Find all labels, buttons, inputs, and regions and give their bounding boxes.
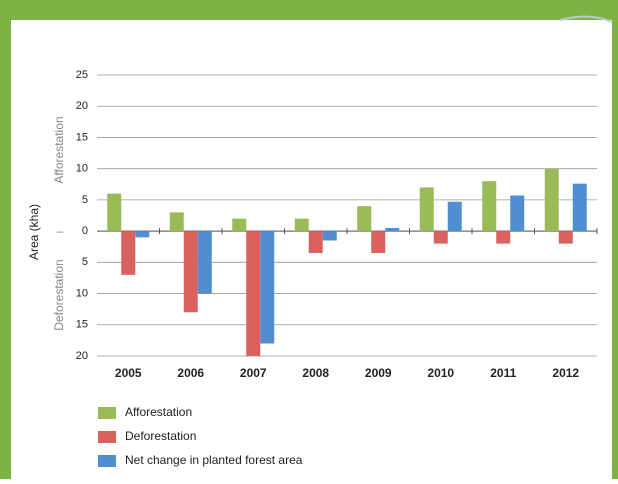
bar [294, 218, 309, 232]
y-axis-lower-label: Deforestation [52, 259, 66, 330]
bar [482, 181, 497, 232]
y-tick-label: 20 [76, 100, 88, 112]
bar [510, 195, 525, 232]
right-band [612, 0, 618, 479]
bar [447, 201, 462, 232]
bar [183, 231, 198, 313]
y-tick-label: 15 [76, 319, 88, 331]
bar [544, 168, 559, 232]
bar [572, 183, 587, 232]
legend-label: Net change in planted forest area [125, 453, 303, 467]
bar [169, 212, 184, 232]
decor-curve [559, 15, 613, 23]
bar [322, 231, 337, 241]
bar [246, 231, 261, 356]
bar [232, 218, 247, 232]
bar [308, 231, 323, 253]
legend-swatch [98, 407, 116, 419]
bar [433, 231, 448, 244]
bar [496, 231, 511, 244]
legend-swatch [98, 455, 116, 467]
x-tick-label: 2007 [240, 366, 267, 380]
y-axis-label: Area (kha) [27, 204, 41, 260]
x-tick-label: 2005 [115, 366, 142, 380]
bar [197, 231, 212, 294]
y-tick-label: 20 [76, 350, 88, 362]
x-tick-label: 2010 [427, 366, 454, 380]
x-tick-label: 2012 [552, 366, 579, 380]
bar [260, 231, 275, 344]
bar [371, 231, 386, 253]
y-tick-label: 10 [76, 287, 88, 299]
y-axis-divider: – [57, 224, 64, 238]
bar [107, 193, 122, 232]
bar [135, 231, 150, 238]
legend-label: Afforestation [125, 405, 192, 419]
x-tick-label: 2009 [365, 366, 392, 380]
y-axis-upper-label: Afforestation [52, 116, 66, 183]
bar [419, 187, 434, 232]
y-tick-label: 5 [82, 194, 88, 206]
legend-swatch [98, 431, 116, 443]
bar [385, 227, 400, 232]
y-tick-label: 25 [76, 69, 88, 81]
y-tick-label: 0 [82, 225, 88, 237]
y-tick-label: 15 [76, 131, 88, 143]
legend-label: Deforestation [125, 429, 196, 443]
y-tick-label: 5 [82, 256, 88, 268]
bar [121, 231, 136, 275]
x-tick-label: 2008 [302, 366, 329, 380]
bar [558, 231, 573, 244]
left-band [0, 0, 11, 479]
y-tick-label: 10 [76, 163, 88, 175]
bar [357, 206, 372, 232]
x-tick-label: 2006 [177, 366, 204, 380]
top-band [0, 0, 618, 20]
x-tick-label: 2011 [490, 366, 516, 380]
